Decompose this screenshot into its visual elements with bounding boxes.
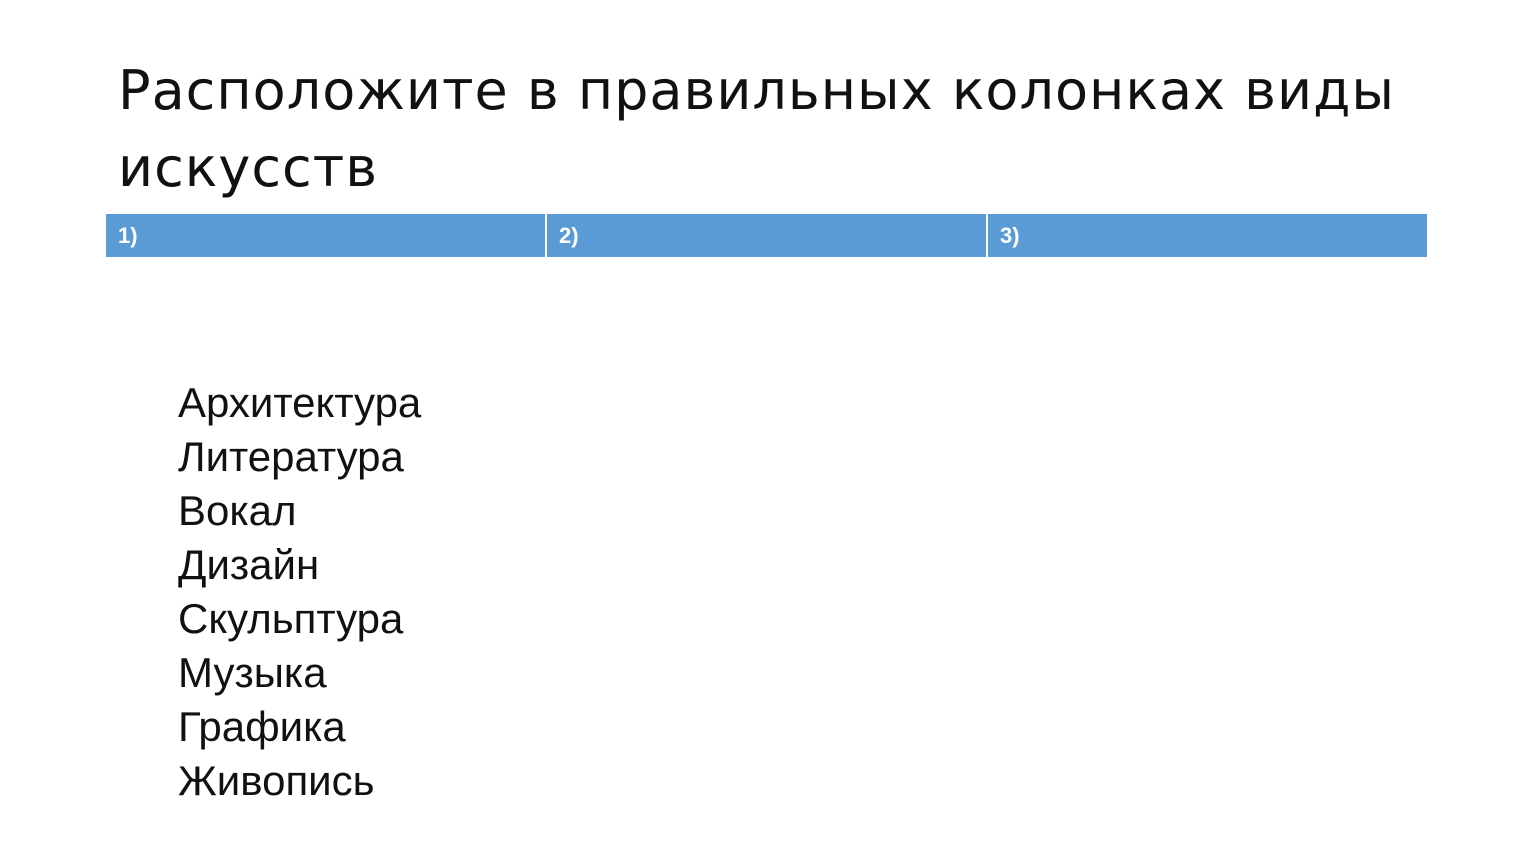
column-2-header: 2): [547, 214, 986, 257]
list-item: Музыка: [178, 649, 327, 696]
list-item: Графика: [178, 703, 346, 750]
column-1-header: 1): [106, 214, 545, 257]
list-item: Литература: [178, 433, 404, 480]
list-item: Архитектура: [178, 379, 422, 426]
list-item: Живопись: [178, 757, 375, 804]
list-item: Вокал: [178, 487, 297, 534]
list-item: Дизайн: [178, 541, 320, 588]
column-3-header: 3): [988, 214, 1427, 257]
slide-title: Расположите в правильных колонках виды и…: [118, 59, 1396, 199]
art-forms-list: Архитектура Литература Вокал Дизайн Скул…: [178, 376, 421, 808]
columns-header-row: 1) 2) 3): [106, 214, 1427, 257]
list-item: Скульптура: [178, 595, 404, 642]
